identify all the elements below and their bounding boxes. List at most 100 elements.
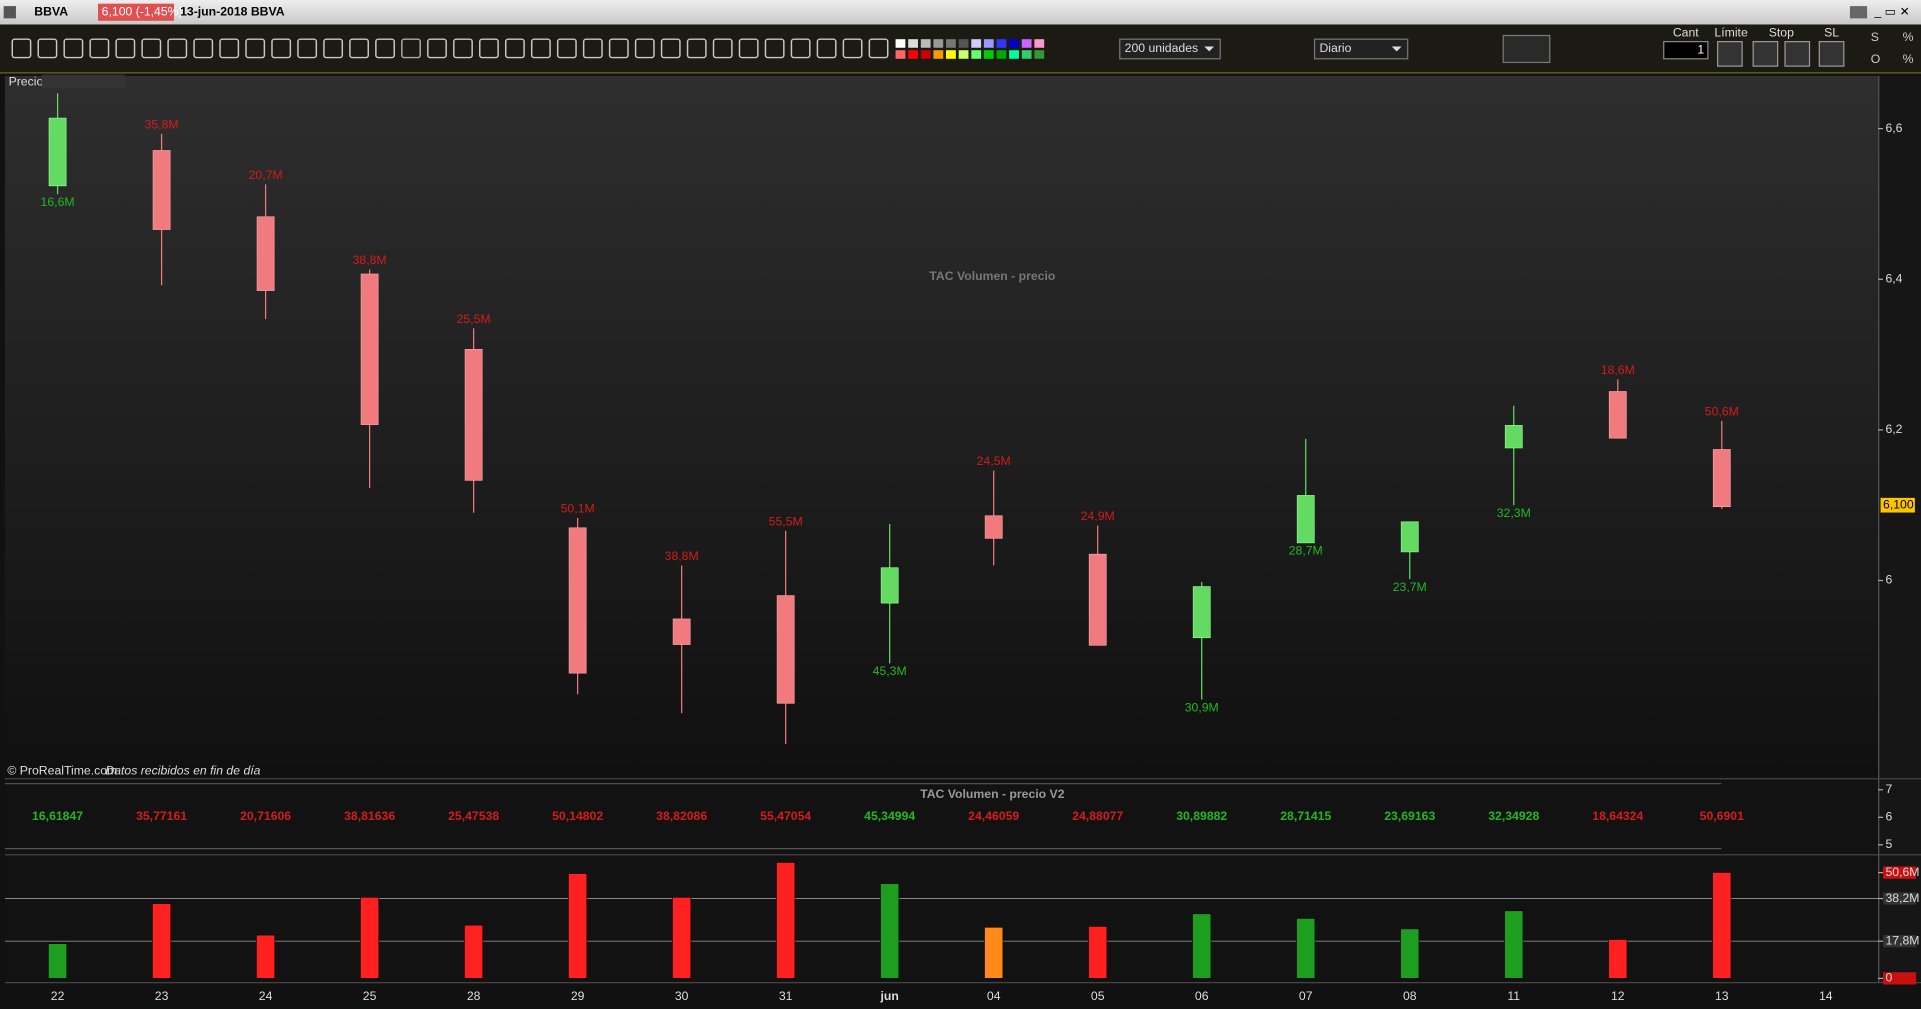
tool-button[interactable] [790,38,811,59]
order-button[interactable] [1818,41,1845,67]
color-swatch[interactable] [946,39,956,48]
y-tick-box [1883,866,1917,879]
volume-bar [1504,910,1524,979]
tool-button[interactable] [401,38,421,59]
color-swatch[interactable] [958,50,969,59]
color-swatch[interactable] [983,50,994,59]
volume-label: 24,5M [977,454,1011,468]
tool-button[interactable] [530,38,551,59]
tool-button[interactable] [427,38,447,59]
indicator-value: 23,69163 [1384,809,1435,823]
candle-body [672,618,691,645]
last-price-label: 6,100 [1883,497,1914,511]
tool-button[interactable] [349,38,370,59]
color-swatch[interactable] [933,39,944,48]
color-swatch[interactable] [971,39,982,48]
indicator-value: 16,61847 [32,809,83,823]
color-swatch[interactable] [908,50,918,59]
color-swatch[interactable] [920,50,931,59]
indicator-value: 20,71606 [240,809,291,823]
tool-button[interactable] [193,38,214,59]
color-swatch[interactable] [933,50,944,59]
volume-label: 38,8M [353,253,387,267]
tool-button[interactable] [556,38,577,59]
color-swatch[interactable] [1009,39,1019,48]
tool-button[interactable] [271,38,292,59]
color-swatch[interactable] [1034,50,1045,59]
tool-button[interactable] [842,38,863,59]
y-tick-label: 0 [1885,971,1892,985]
tool-button[interactable] [686,38,707,59]
color-swatch[interactable] [958,39,969,48]
color-swatch[interactable] [895,50,906,59]
y-tick-label: 6 [1885,573,1892,587]
volume-bar [152,903,172,979]
color-swatch[interactable] [920,39,931,48]
tool-button[interactable] [608,38,629,59]
tool-button[interactable] [37,38,58,59]
order-button[interactable] [1752,41,1779,67]
window-controls[interactable]: _ ▭ ✕ [1873,4,1909,18]
tool-button[interactable] [245,38,266,59]
tool-button[interactable] [868,38,889,59]
tool-button[interactable] [712,38,733,59]
indicator-value: 35,77161 [136,809,187,823]
tool-button[interactable] [89,38,110,59]
order-button[interactable] [1784,41,1811,67]
color-swatch[interactable] [971,50,982,59]
indicator-value: 50,14802 [552,809,603,823]
y-tick-label: 6,6 [1885,121,1902,135]
color-swatch[interactable] [1034,39,1045,48]
tool-button[interactable] [11,38,32,59]
tool-button[interactable] [764,38,785,59]
tool-button[interactable] [115,38,136,59]
tool-button[interactable] [141,38,162,59]
indicator-value: 25,47538 [448,809,499,823]
color-swatch[interactable] [996,39,1007,48]
x-tick-label: 08 [1403,989,1417,1003]
tool-button[interactable] [219,38,240,59]
x-tick-label: 05 [1091,989,1105,1003]
cant-input[interactable] [1663,41,1709,60]
tool-button[interactable] [504,38,525,59]
tool-button[interactable] [375,38,395,59]
tool-button[interactable] [453,38,473,59]
tool-button[interactable] [297,38,318,59]
quantity-select[interactable] [1119,38,1221,60]
tool-button[interactable] [63,38,84,59]
tool-button[interactable] [660,38,681,59]
color-swatch[interactable] [996,50,1007,59]
color-swatch[interactable] [983,39,994,48]
color-swatch[interactable] [908,39,918,48]
period: Diario [1319,41,1351,55]
candle-body [1400,521,1419,553]
color-swatch[interactable] [895,39,906,48]
tool-button[interactable] [582,38,603,59]
tool-button[interactable] [167,38,188,59]
color-swatch[interactable] [1009,50,1019,59]
credits: © ProRealTime.com [7,764,117,778]
tool-button[interactable] [634,38,655,59]
volume-label: 32,3M [1497,506,1531,520]
panel-buttons[interactable] [41,74,125,89]
candle-body [1712,449,1731,508]
y-tick-label: 38,2M [1885,891,1919,905]
volume-bar [48,943,68,979]
color-swatch[interactable] [1021,50,1032,59]
order-button[interactable] [1717,41,1743,67]
candle-body [1296,495,1315,544]
tool-button[interactable] [479,38,499,59]
keyboard-icon[interactable] [1849,6,1868,19]
indicator-button[interactable] [1502,34,1551,64]
panel-label: Precio [9,74,44,88]
tool-button[interactable] [323,38,344,59]
color-swatch[interactable] [1021,39,1032,48]
chart-title: TAC Volumen - precio [929,269,1055,283]
volume-bar [672,896,692,979]
color-swatch[interactable] [946,50,956,59]
tool-button[interactable] [738,38,759,59]
y-tick-label: 6,4 [1885,272,1902,286]
tool-button[interactable] [816,38,837,59]
period-select[interactable] [1313,38,1409,60]
